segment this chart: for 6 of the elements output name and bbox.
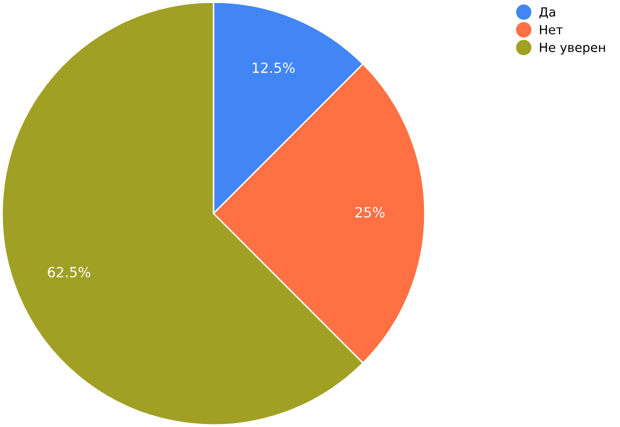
legend-label: Да <box>539 7 556 18</box>
legend-label: Нет <box>540 25 563 34</box>
data-label: 25% <box>355 207 385 218</box>
data-label: 12.5% <box>252 62 295 74</box>
legend-label: Не уверен <box>540 42 605 55</box>
data-label: 62.5% <box>48 266 90 278</box>
